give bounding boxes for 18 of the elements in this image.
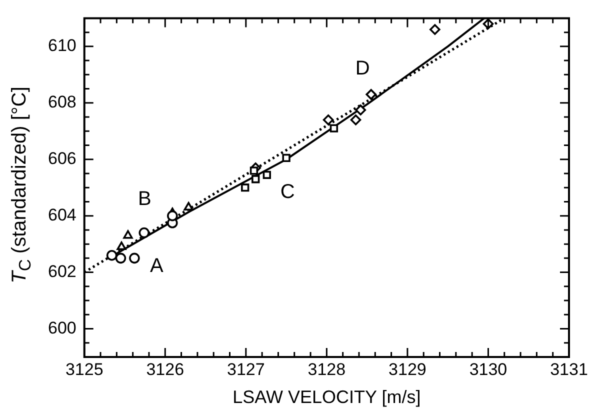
x-axis-title: LSAW VELOCITY [m/s] bbox=[232, 387, 421, 408]
y-tick-label: 602 bbox=[48, 262, 76, 281]
y-tick-label: 606 bbox=[48, 149, 76, 168]
y-tick-label: 608 bbox=[48, 92, 76, 112]
y-tick-label: 610 bbox=[48, 36, 76, 56]
x-tick-label: 3125 bbox=[65, 360, 104, 379]
y-tick-label: 604 bbox=[48, 206, 76, 225]
series-label: C bbox=[280, 180, 295, 203]
x-tick-label: 3131 bbox=[550, 360, 588, 379]
x-tick-label: 3129 bbox=[388, 360, 426, 379]
x-tick-label: 3128 bbox=[308, 360, 346, 379]
x-tick-label: 3127 bbox=[226, 360, 265, 379]
series-label: D bbox=[355, 58, 370, 80]
x-tick-label: 3126 bbox=[146, 360, 184, 379]
x-tick-label: 3130 bbox=[469, 360, 508, 379]
y-tick-label: 600 bbox=[48, 318, 76, 338]
series-label: A bbox=[150, 255, 164, 278]
series-label: B bbox=[138, 188, 152, 210]
